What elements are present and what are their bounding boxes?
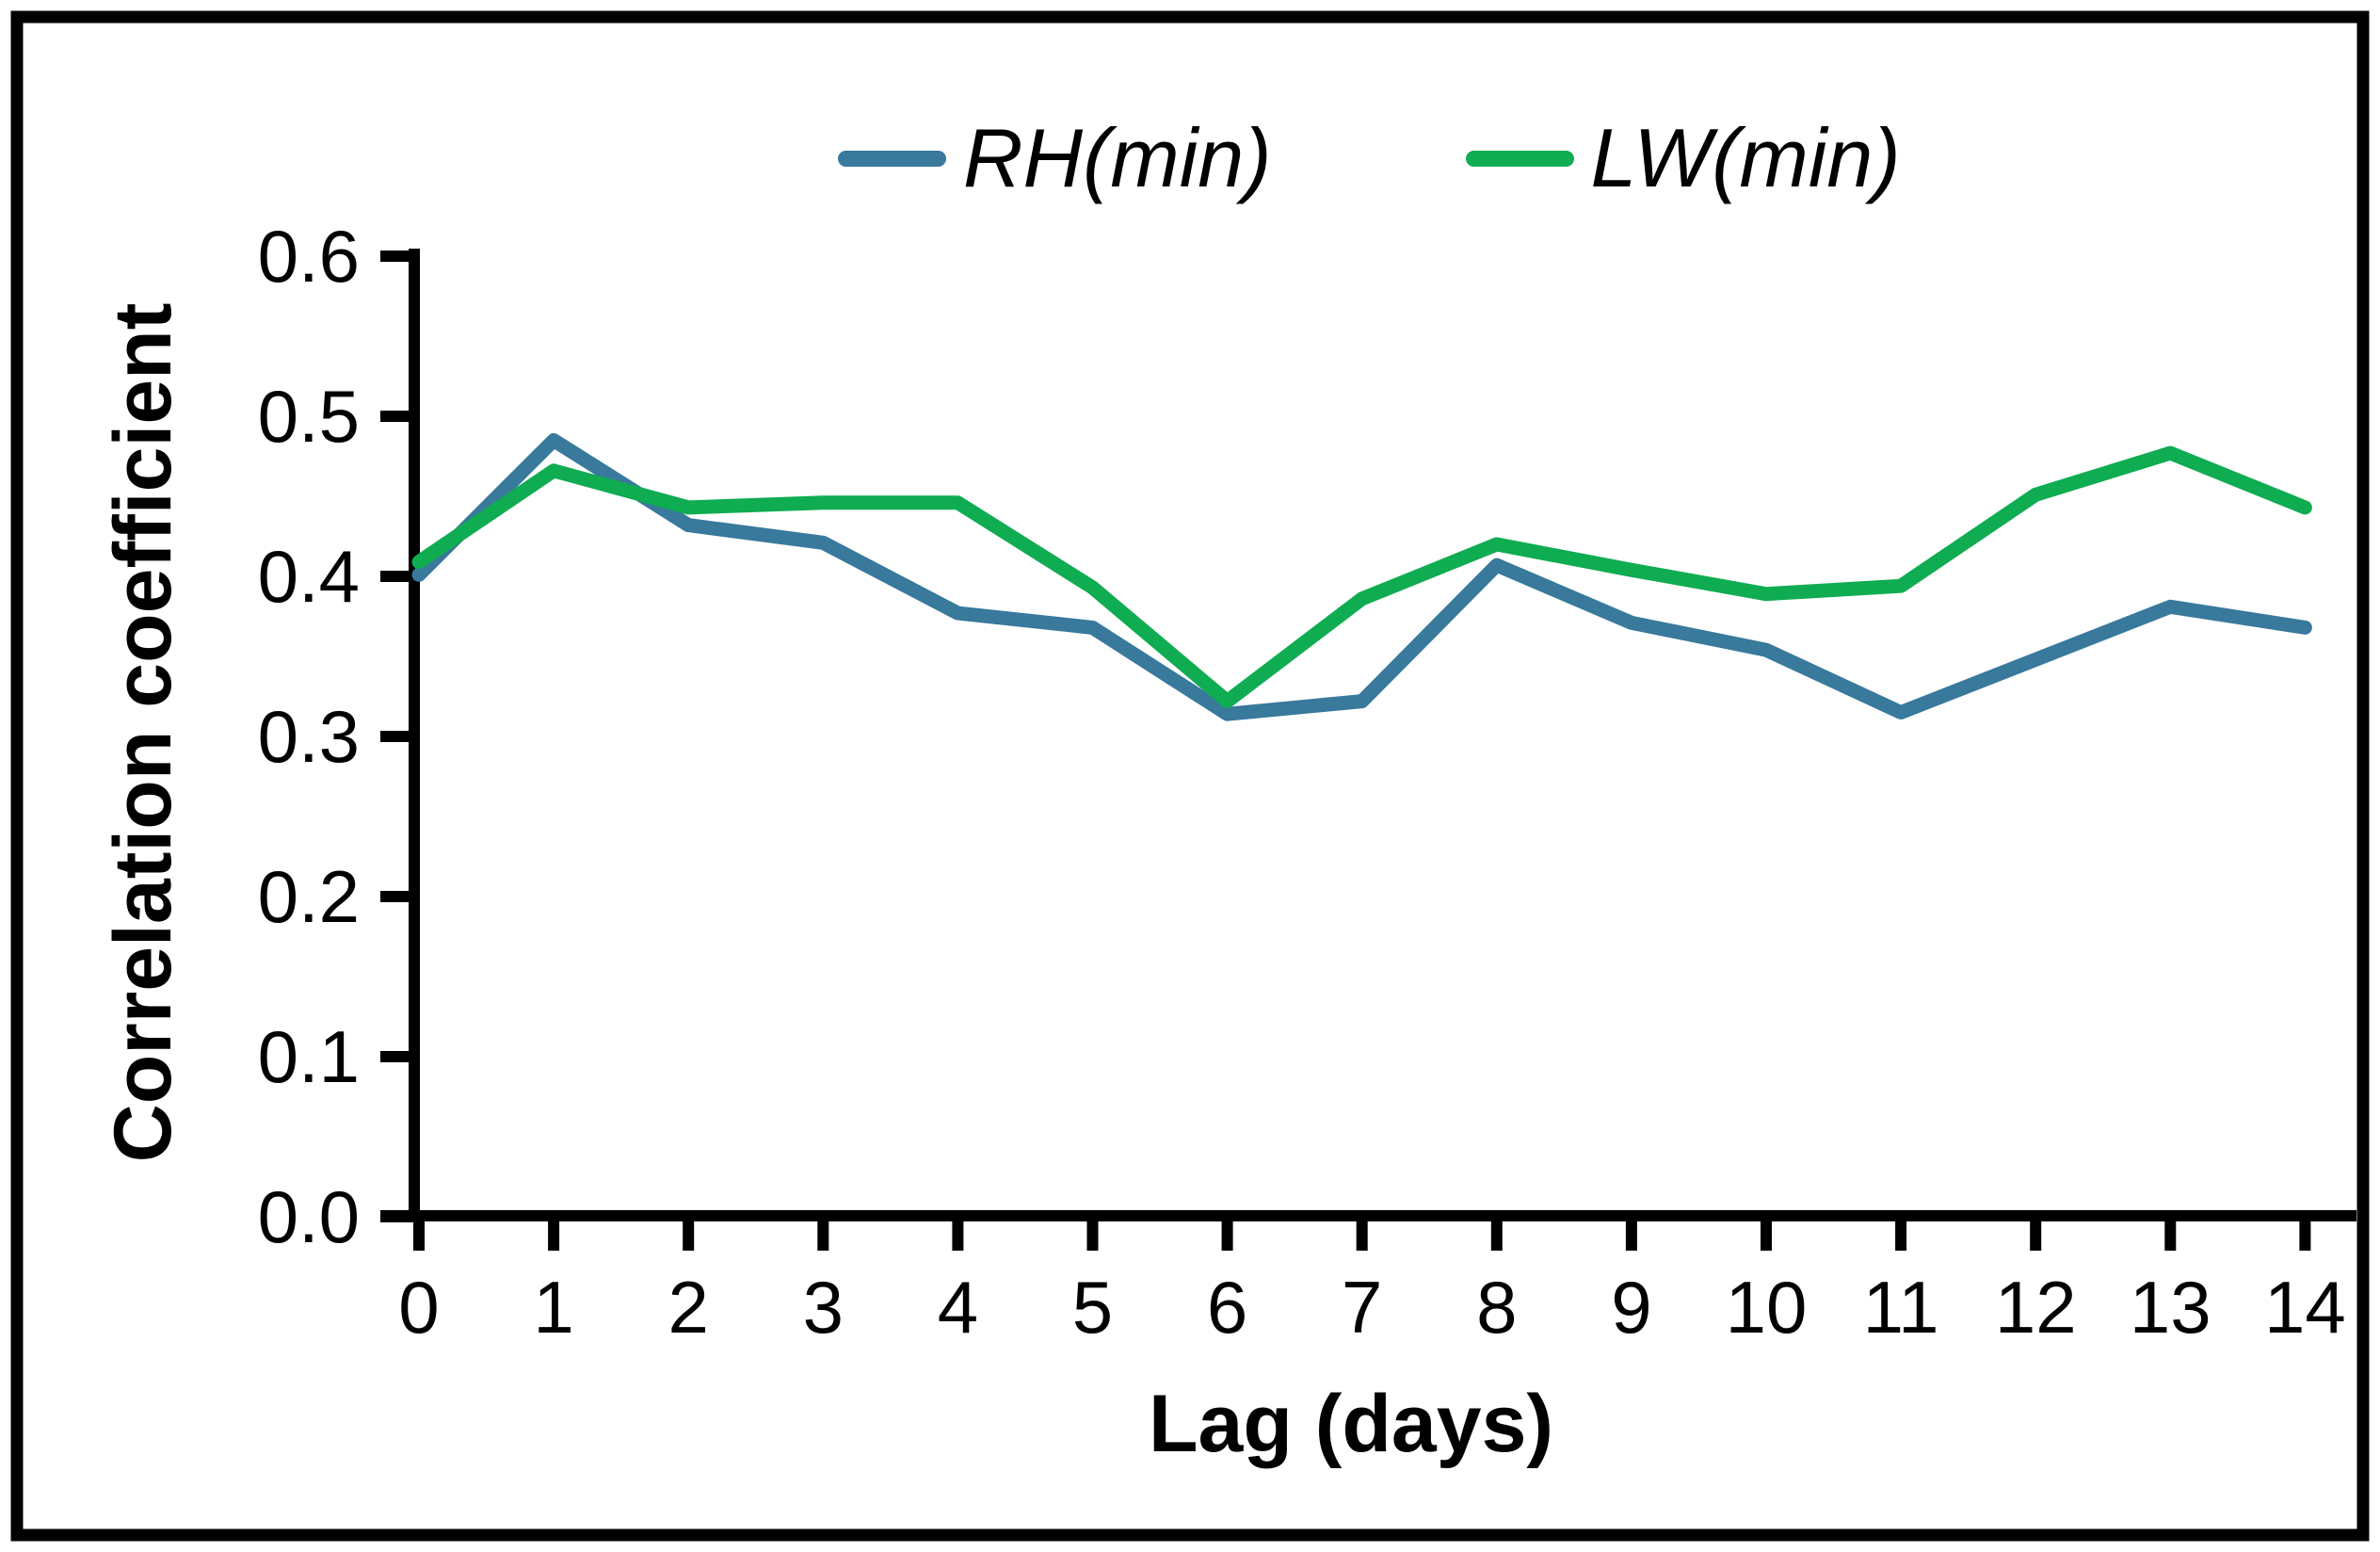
x-axis-tick bbox=[548, 1221, 560, 1251]
x-axis-tick bbox=[413, 1221, 425, 1251]
y-axis-line bbox=[409, 249, 420, 1222]
y-tick-label: 0.0 bbox=[258, 1175, 360, 1258]
x-axis-tick bbox=[1625, 1221, 1637, 1251]
x-tick-label: 6 bbox=[1207, 1266, 1247, 1349]
x-tick-label: 13 bbox=[2130, 1266, 2211, 1349]
y-tick-label: 0.3 bbox=[258, 695, 360, 778]
x-tick-label: 11 bbox=[1863, 1266, 1939, 1349]
x-tick-label: 1 bbox=[533, 1266, 573, 1349]
x-axis-tick bbox=[2299, 1221, 2311, 1251]
x-tick-label: 8 bbox=[1476, 1266, 1517, 1349]
y-axis-tick bbox=[380, 571, 410, 582]
x-tick-label: 4 bbox=[938, 1266, 978, 1349]
y-tick-label: 0.6 bbox=[258, 215, 360, 298]
figure-border-rect bbox=[10, 10, 2370, 1542]
series-line-lw-min bbox=[411, 445, 2312, 709]
x-axis-title: Lag (days) bbox=[1148, 1379, 1554, 1469]
legend-item-lw-min: LW(min) bbox=[1465, 111, 1901, 204]
y-tick-label: 0.5 bbox=[258, 375, 360, 458]
x-tick-label: 2 bbox=[668, 1266, 709, 1349]
x-axis-tick bbox=[1895, 1221, 1907, 1251]
x-tick-label: 0 bbox=[398, 1266, 439, 1349]
x-tick-label: 12 bbox=[1995, 1266, 2077, 1349]
y-axis-tick bbox=[380, 1051, 410, 1062]
y-axis-title: Correlation coefficient bbox=[98, 302, 188, 1163]
x-tick-label: 9 bbox=[1611, 1266, 1651, 1349]
x-tick-label: 3 bbox=[803, 1266, 844, 1349]
x-axis-tick bbox=[817, 1221, 829, 1251]
x-tick-label: 14 bbox=[2264, 1266, 2346, 1349]
axes bbox=[380, 249, 2356, 1251]
legend-item-rh-min: RH(min) bbox=[838, 117, 1272, 200]
x-tick-label: 10 bbox=[1726, 1266, 1808, 1349]
x-axis-tick bbox=[952, 1221, 964, 1251]
y-axis-tick bbox=[380, 411, 410, 422]
x-axis-tick bbox=[2030, 1221, 2042, 1251]
legend-label-rh-min: RH(min) bbox=[963, 111, 1272, 204]
x-axis-tick bbox=[1086, 1221, 1099, 1251]
y-tick-label: 0.1 bbox=[258, 1015, 360, 1098]
y-tick-label: 0.2 bbox=[258, 855, 360, 938]
x-tick-label: 7 bbox=[1342, 1266, 1382, 1349]
data-series bbox=[411, 433, 2312, 721]
y-axis-tick bbox=[380, 731, 410, 742]
y-axis-tick bbox=[380, 891, 410, 902]
y-axis-tick bbox=[380, 1211, 410, 1222]
y-axis-tick bbox=[380, 251, 410, 262]
lw-min-line-sample-icon bbox=[1465, 150, 1574, 167]
x-axis-tick bbox=[683, 1221, 695, 1251]
y-tick-label: 0.4 bbox=[258, 535, 360, 618]
x-axis-tick bbox=[1221, 1221, 1233, 1251]
x-axis-tick bbox=[1490, 1221, 1503, 1251]
x-axis-tick bbox=[1761, 1221, 1772, 1251]
x-axis-line bbox=[380, 1210, 2356, 1221]
legend-label-lw-min: LW(min) bbox=[1590, 111, 1901, 204]
tick-labels: 0.00.10.20.30.40.50.60 1 2 3 4 5 6 7 8 9 10 11 12 13 1… bbox=[258, 215, 2346, 1349]
x-axis-tick bbox=[2164, 1221, 2177, 1251]
x-axis-tick bbox=[1356, 1221, 1368, 1251]
figure-border bbox=[10, 10, 2370, 1542]
rh-min-line-sample-icon bbox=[838, 150, 946, 167]
legend: RH(min) LW(min) bbox=[838, 111, 1901, 205]
series-line-rh-min bbox=[411, 433, 2312, 721]
x-tick-label: 5 bbox=[1072, 1266, 1113, 1349]
